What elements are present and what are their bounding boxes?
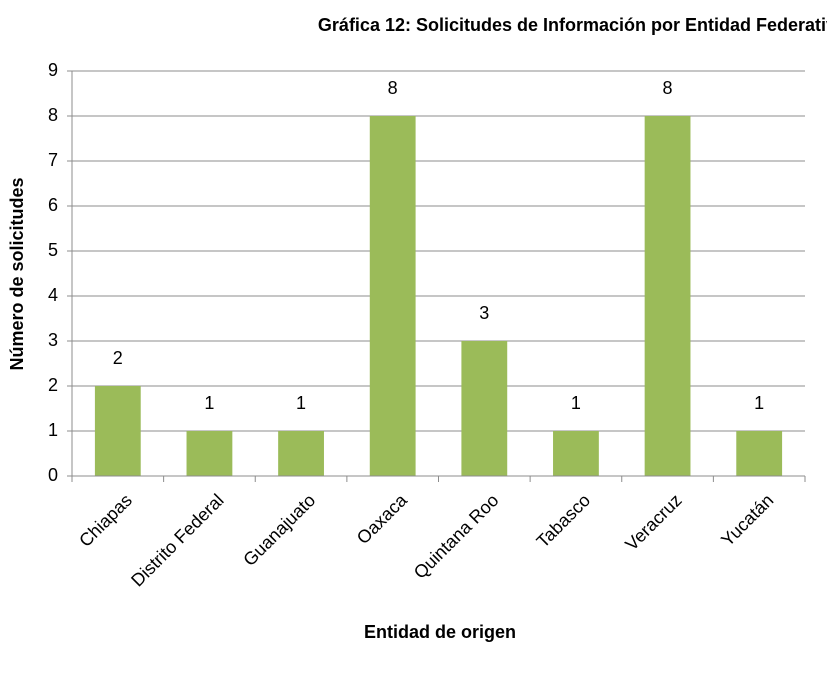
y-tick-label: 7 — [48, 150, 58, 170]
bar — [461, 341, 508, 476]
x-tick-label: Guanajuato — [239, 490, 319, 570]
x-tick-label: Oaxaca — [353, 489, 412, 548]
bar — [736, 431, 783, 476]
data-label: 8 — [663, 78, 673, 98]
chart-title: Gráfica 12: Solicitudes de Información p… — [318, 15, 827, 35]
bar — [278, 431, 324, 476]
y-tick-label: 4 — [48, 285, 58, 305]
y-tick-label: 0 — [48, 465, 58, 485]
x-tick-label: Quintana Roo — [410, 490, 503, 583]
x-tick-label: Tabasco — [533, 490, 595, 552]
x-tick-label: Veracruz — [621, 490, 685, 554]
data-label: 1 — [571, 393, 581, 413]
y-tick-label: 3 — [48, 330, 58, 350]
data-label: 8 — [388, 78, 398, 98]
bar — [644, 116, 691, 476]
data-label: 1 — [754, 393, 764, 413]
data-label: 2 — [113, 348, 123, 368]
y-tick-label: 8 — [48, 105, 58, 125]
bar — [94, 386, 141, 476]
bar — [186, 431, 233, 476]
x-axis-label: Entidad de origen — [364, 622, 516, 642]
data-label: 1 — [204, 393, 214, 413]
x-tick-label: Yucatán — [717, 490, 777, 550]
x-tick-label: Chiapas — [75, 490, 136, 551]
bar — [369, 116, 416, 476]
y-tick-label: 6 — [48, 195, 58, 215]
x-tick-label: Distrito Federal — [127, 490, 227, 590]
bar — [553, 431, 599, 476]
y-tick-label: 5 — [48, 240, 58, 260]
y-tick-label: 2 — [48, 375, 58, 395]
data-label: 3 — [479, 303, 489, 323]
data-label: 1 — [296, 393, 306, 413]
y-tick-label: 9 — [48, 60, 58, 80]
y-axis-label: Número de solicitudes — [7, 177, 27, 370]
y-tick-label: 1 — [48, 420, 58, 440]
